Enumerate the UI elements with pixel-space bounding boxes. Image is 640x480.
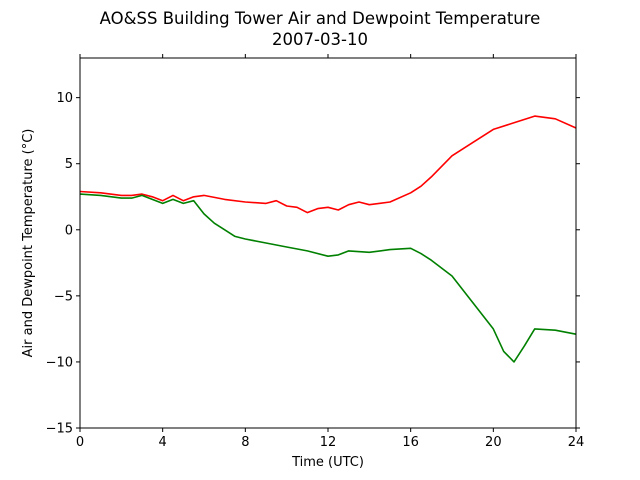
chart-title: AO&SS Building Tower Air and Dewpoint Te…	[100, 9, 541, 28]
x-tick-label: 8	[241, 435, 249, 450]
x-axis: 0 4 8 12 16 20 24	[76, 54, 584, 450]
y-tick-label: −15	[46, 422, 73, 437]
y-tick-label: −10	[46, 355, 73, 370]
series-line-1	[79, 115, 577, 214]
y-tick-label: −5	[54, 289, 73, 304]
y-tick-label: 10	[56, 91, 73, 106]
y-axis-label: Air and Dewpoint Temperature (°C)	[21, 129, 36, 358]
x-axis-label: Time (UTC)	[291, 455, 364, 470]
y-axis: −15 −10 −5 0 5 10	[46, 91, 580, 437]
chart-subtitle: 2007-03-10	[272, 30, 368, 49]
plot-frame	[79, 57, 577, 429]
series-layer	[79, 115, 577, 363]
x-tick-label: 0	[76, 435, 84, 450]
x-tick-label: 20	[485, 435, 502, 450]
x-tick-label: 24	[568, 435, 585, 450]
series-line-2	[79, 193, 577, 363]
y-tick-label: 5	[65, 157, 73, 172]
y-tick-label: 0	[65, 223, 73, 238]
x-tick-label: 12	[320, 435, 337, 450]
x-tick-label: 16	[402, 435, 419, 450]
x-tick-label: 4	[159, 435, 167, 450]
